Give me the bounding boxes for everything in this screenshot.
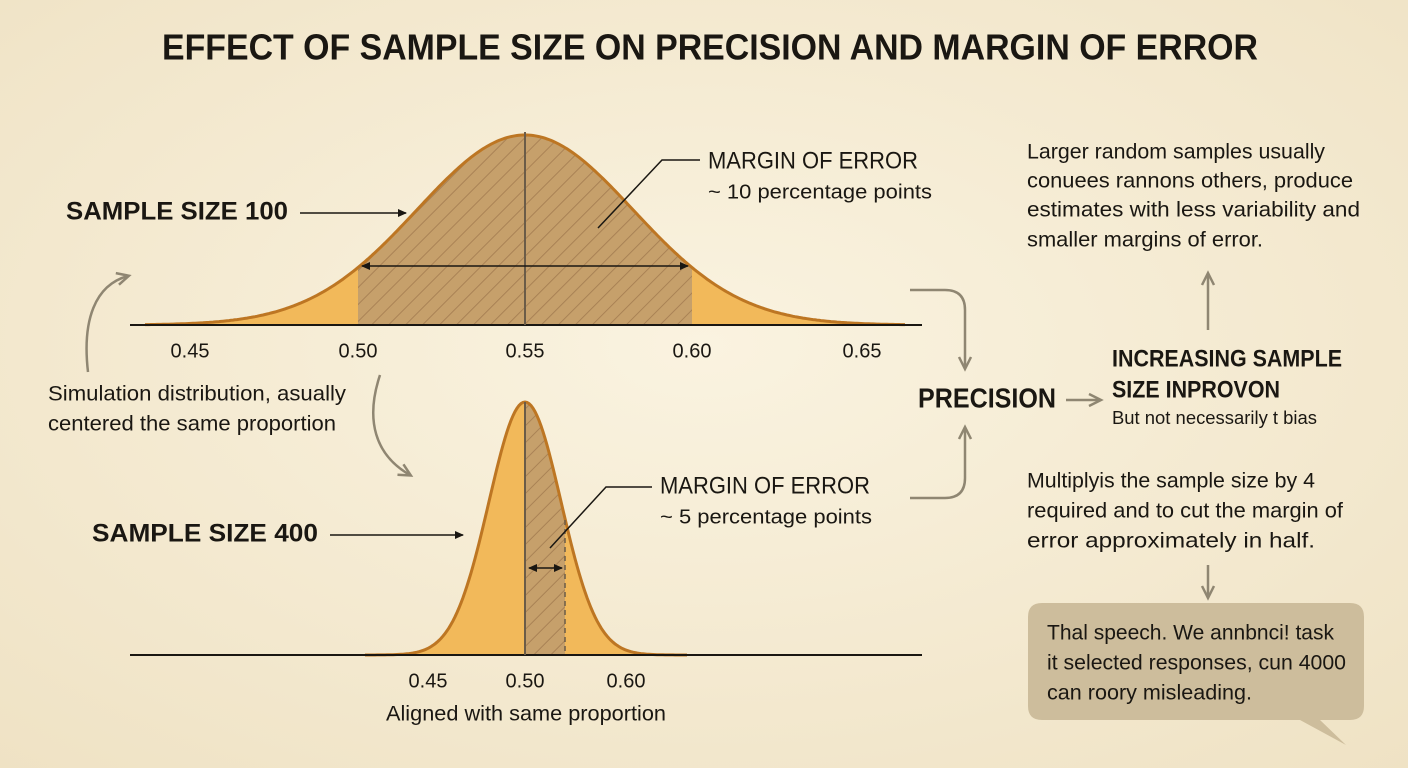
annotation-text: ~ 5 percentage points <box>660 506 872 528</box>
leader <box>549 486 652 549</box>
tick-label: 0.45 <box>171 340 210 362</box>
note: smaller margins of error. <box>1027 229 1263 252</box>
result: SIZE INPROVON <box>1112 376 1280 403</box>
note: required and to cut the margin of <box>1027 500 1343 523</box>
flow-arrow <box>85 271 132 373</box>
tick-label: 0.50 <box>339 340 378 362</box>
tick-label: 0.55 <box>506 340 545 362</box>
note: estimates with less variability and <box>1027 199 1360 222</box>
hatched-region <box>525 402 565 655</box>
note: Larger random samples usually <box>1027 141 1325 164</box>
annotation-title: MARGIN OF ERROR <box>708 147 918 174</box>
result: INCREASING SAMPLE <box>1112 345 1342 372</box>
speech-bubble <box>1028 603 1364 745</box>
side-note: centered the same proportion <box>48 413 336 436</box>
leader <box>597 159 700 229</box>
result-note: But not necessarily t bias <box>1112 408 1317 428</box>
note: conuees rannons others, produce <box>1027 170 1353 193</box>
side-note: Simulation distribution, asually <box>48 383 347 406</box>
bubble-text: can roory misleading. <box>1047 682 1252 705</box>
note: Multiplyis the sample size by 4 <box>1027 470 1315 493</box>
tick-label: 0.45 <box>409 670 448 692</box>
precision: PRECISION <box>918 382 1056 413</box>
title: EFFECT OF SAMPLE SIZE ON PRECISION AND M… <box>162 27 1258 68</box>
annotation-text: ~ 10 percentage points <box>708 181 932 203</box>
bubble-text: it selected responses, cun 4000 <box>1047 652 1346 675</box>
tick-label: 0.60 <box>673 340 712 362</box>
tick-label: 0.60 <box>607 670 646 692</box>
annotation-title: MARGIN OF ERROR <box>660 472 870 499</box>
tick-label: 0.65 <box>843 340 882 362</box>
caption: Aligned with same proportion <box>386 703 666 726</box>
sample-label: SAMPLE SIZE 400 <box>92 520 318 548</box>
flow-arrow <box>372 374 414 477</box>
flow-arrow <box>910 288 973 372</box>
note: error approximately in half. <box>1027 530 1315 553</box>
bubble-text: Thal speech. We annbnci! task <box>1047 622 1334 645</box>
sample-label: SAMPLE SIZE 100 <box>66 198 288 226</box>
flow-arrow <box>910 424 973 500</box>
tick-label: 0.50 <box>506 670 545 692</box>
